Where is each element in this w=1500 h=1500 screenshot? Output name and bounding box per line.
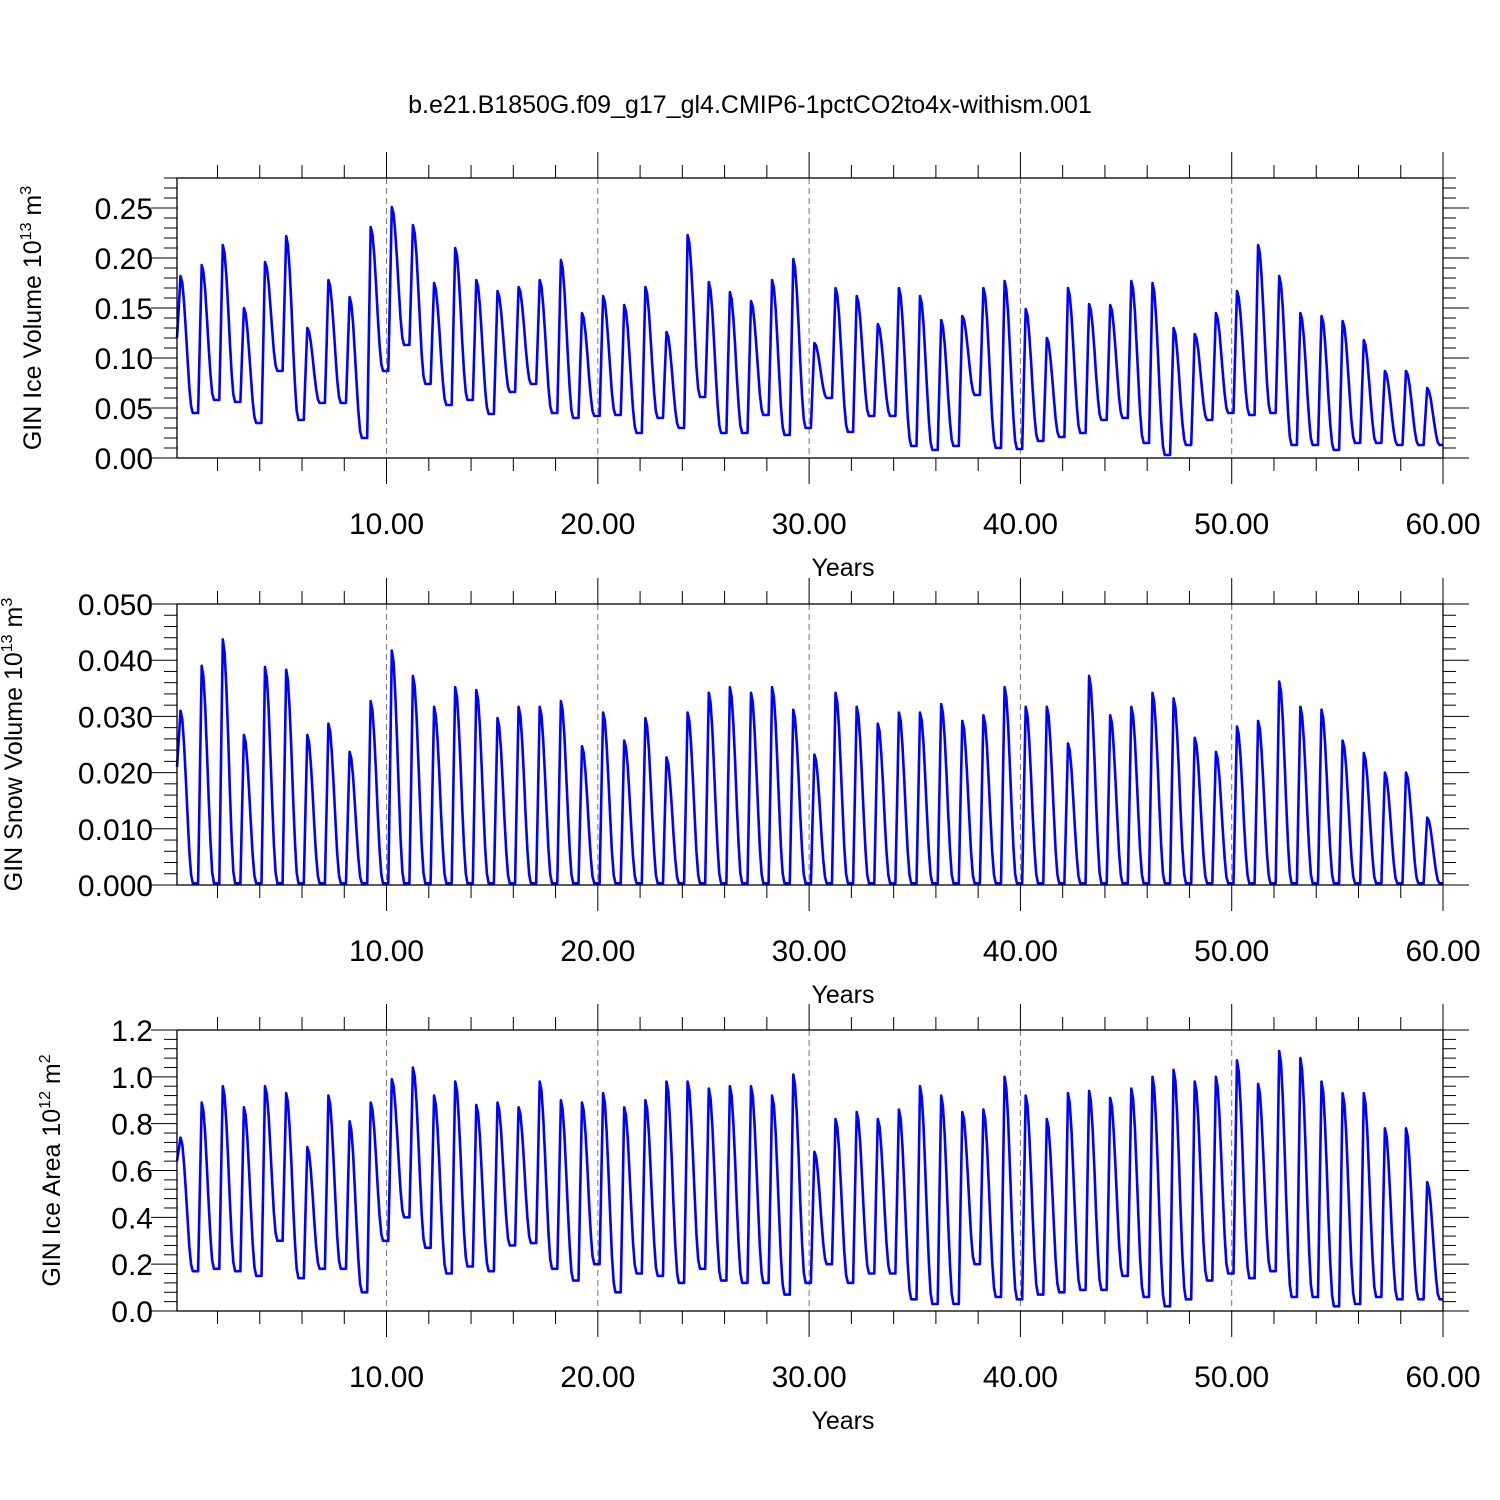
y-tick-label: 1.0 xyxy=(111,1062,153,1095)
y-axis-title-base: GIN Snow Volume 10 xyxy=(0,652,28,891)
x-tick-label: 60.00 xyxy=(1405,508,1480,541)
x-tick-label: 50.00 xyxy=(1194,508,1269,541)
y-axis-title-exponent: 12 xyxy=(37,1091,54,1109)
x-tick-label: 40.00 xyxy=(983,1361,1058,1394)
plot-frame xyxy=(176,603,1444,886)
x-tick-label: 20.00 xyxy=(560,508,635,541)
x-tick-label: 60.00 xyxy=(1405,935,1480,968)
y-axis-title-unit-exponent: 3 xyxy=(0,598,16,607)
x-tick-label: 40.00 xyxy=(983,508,1058,541)
chart-panel-1: 10.00 20.00 30.00 40.00 50.00 60.00 0.00 0.05 0.… xyxy=(18,152,1481,582)
x-tick-label: 20.00 xyxy=(560,935,635,968)
data-line xyxy=(175,1049,1443,1308)
x-tick-label: 10.00 xyxy=(349,935,424,968)
y-tick-label: 0.000 xyxy=(78,870,153,903)
x-tick-label: 60.00 xyxy=(1405,1361,1480,1394)
x-tick-label: 30.00 xyxy=(772,1361,847,1394)
y-tick-label: 0.010 xyxy=(78,814,153,847)
y-tick-label: 0.25 xyxy=(95,193,153,226)
x-axis-title: Years xyxy=(811,1407,874,1435)
chart-panel-2: 10.00 20.00 30.00 40.00 50.00 60.00 0.000 0.010… xyxy=(0,578,1481,1009)
y-tick-label: 0.8 xyxy=(111,1109,153,1142)
y-tick-label: 0.0 xyxy=(111,1296,153,1329)
x-tick-label: 20.00 xyxy=(560,1361,635,1394)
y-tick-label: 0.030 xyxy=(78,701,153,734)
y-tick-label: 0.15 xyxy=(95,293,153,326)
y-tick-label: 0.20 xyxy=(95,243,153,276)
y-tick-label: 0.020 xyxy=(78,758,153,791)
y-tick-label: 0.6 xyxy=(111,1156,153,1189)
y-tick-label: 0.10 xyxy=(95,343,153,376)
x-axis-title: Years xyxy=(811,554,874,582)
y-axis-title-unit-exponent: 2 xyxy=(37,1054,54,1063)
y-tick-label: 0.050 xyxy=(78,589,153,622)
y-axis-title-base: GIN Ice Volume 10 xyxy=(19,240,47,450)
y-axis-title: GIN Ice Volume 1013 m3 xyxy=(18,186,47,450)
x-tick-label: 30.00 xyxy=(772,508,847,541)
chart-title: b.e21.B1850G.f09_g17_gl4.CMIP6-1pctCO2to… xyxy=(408,91,1092,119)
x-tick-label: 30.00 xyxy=(772,935,847,968)
y-tick-label: 0.040 xyxy=(78,645,153,678)
y-axis-title: GIN Ice Area 1012 m2 xyxy=(37,1054,66,1286)
y-tick-label: 0.2 xyxy=(111,1249,153,1282)
y-axis-title-base: GIN Ice Area 10 xyxy=(38,1109,66,1287)
x-tick-label: 10.00 xyxy=(349,508,424,541)
data-line xyxy=(175,205,1443,457)
y-axis-title-exponent: 13 xyxy=(18,222,35,240)
chart-panel-3: 10.00 20.00 30.00 40.00 50.00 60.00 0.0 0.2 0.4 0… xyxy=(37,1004,1481,1435)
y-axis-title: GIN Snow Volume 1013 m3 xyxy=(0,598,28,892)
x-tick-label: 10.00 xyxy=(349,1361,424,1394)
x-tick-label: 50.00 xyxy=(1194,935,1269,968)
data-line xyxy=(175,638,1443,885)
x-axis-title: Years xyxy=(811,981,874,1009)
y-axis-title-unit: m xyxy=(19,195,47,223)
y-tick-label: 0.00 xyxy=(95,443,153,476)
x-tick-label: 40.00 xyxy=(983,935,1058,968)
y-tick-label: 1.2 xyxy=(111,1015,153,1048)
y-tick-label: 0.4 xyxy=(111,1202,153,1235)
y-axis-title-unit: m xyxy=(38,1063,66,1091)
y-axis-title-unit-exponent: 3 xyxy=(18,186,35,195)
y-tick-label: 0.05 xyxy=(95,393,153,426)
y-axis-title-exponent: 13 xyxy=(0,634,16,652)
y-axis-title-unit: m xyxy=(0,607,28,635)
x-tick-label: 50.00 xyxy=(1194,1361,1269,1394)
